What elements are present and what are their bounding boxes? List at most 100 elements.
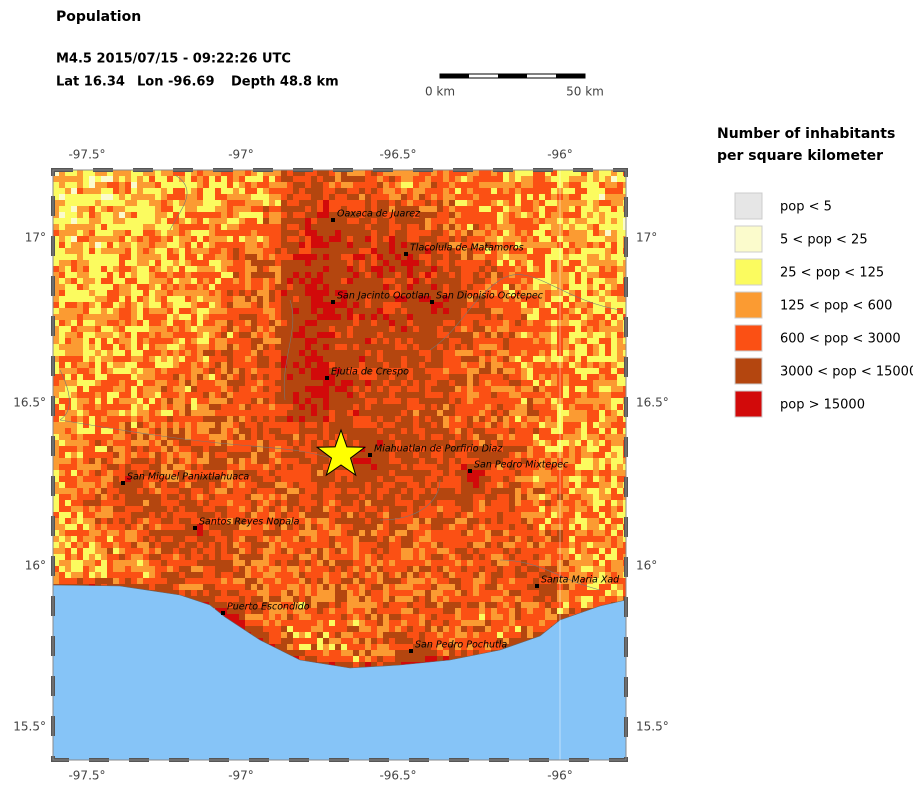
pop-cell: [281, 416, 287, 422]
pop-cell: [125, 416, 131, 422]
pop-cell: [143, 392, 149, 398]
pop-cell: [563, 320, 569, 326]
pop-cell: [389, 218, 395, 224]
pop-cell: [527, 206, 533, 212]
pop-cell: [155, 374, 161, 380]
pop-cell: [545, 236, 551, 242]
pop-cell: [437, 290, 443, 296]
pop-cell: [395, 386, 401, 392]
pop-cell: [137, 308, 143, 314]
pop-cell: [359, 362, 365, 368]
pop-cell: [365, 242, 371, 248]
pop-cell: [311, 362, 317, 368]
pop-cell: [527, 428, 533, 434]
pop-cell: [341, 176, 347, 182]
pop-cell: [395, 224, 401, 230]
pop-cell: [77, 386, 83, 392]
pop-cell: [215, 176, 221, 182]
pop-cell: [461, 380, 467, 386]
pop-cell: [527, 362, 533, 368]
pop-cell: [119, 302, 125, 308]
pop-cell: [161, 242, 167, 248]
pop-cell: [233, 428, 239, 434]
pop-cell: [425, 260, 431, 266]
pop-cell: [161, 392, 167, 398]
pop-cell: [209, 416, 215, 422]
pop-cell: [455, 356, 461, 362]
pop-cell: [527, 320, 533, 326]
pop-cell: [179, 284, 185, 290]
pop-cell: [119, 362, 125, 368]
pop-cell: [263, 266, 269, 272]
pop-cell: [197, 428, 203, 434]
pop-cell: [329, 356, 335, 362]
pop-cell: [455, 194, 461, 200]
pop-cell: [611, 326, 617, 332]
pop-cell: [167, 332, 173, 338]
pop-cell: [191, 458, 197, 464]
pop-cell: [293, 218, 299, 224]
pop-cell: [539, 230, 545, 236]
pop-cell: [119, 314, 125, 320]
pop-cell: [305, 440, 311, 446]
pop-cell: [509, 392, 515, 398]
pop-cell: [197, 254, 203, 260]
pop-cell: [197, 422, 203, 428]
pop-cell: [305, 320, 311, 326]
pop-cell: [407, 248, 413, 254]
pop-cell: [185, 182, 191, 188]
pop-cell: [119, 206, 125, 212]
pop-cell: [581, 380, 587, 386]
pop-cell: [203, 368, 209, 374]
pop-cell: [125, 470, 131, 476]
pop-cell: [509, 410, 515, 416]
pop-cell: [119, 356, 125, 362]
pop-cell: [515, 416, 521, 422]
pop-cell: [245, 356, 251, 362]
pop-cell: [359, 188, 365, 194]
pop-cell: [263, 464, 269, 470]
pop-cell: [377, 200, 383, 206]
pop-cell: [185, 344, 191, 350]
pop-cell: [233, 308, 239, 314]
pop-cell: [413, 284, 419, 290]
pop-cell: [89, 272, 95, 278]
pop-cell: [431, 410, 437, 416]
pop-cell: [299, 398, 305, 404]
pop-cell: [575, 206, 581, 212]
pop-cell: [119, 452, 125, 458]
pop-cell: [167, 296, 173, 302]
pop-cell: [437, 194, 443, 200]
pop-cell: [395, 350, 401, 356]
pop-cell: [281, 236, 287, 242]
pop-cell: [503, 338, 509, 344]
pop-cell: [143, 260, 149, 266]
pop-cell: [431, 356, 437, 362]
pop-cell: [233, 290, 239, 296]
pop-cell: [137, 428, 143, 434]
pop-cell: [455, 428, 461, 434]
pop-cell: [215, 374, 221, 380]
pop-cell: [425, 194, 431, 200]
pop-cell: [101, 470, 107, 476]
pop-cell: [455, 344, 461, 350]
pop-cell: [77, 428, 83, 434]
pop-cell: [83, 182, 89, 188]
pop-cell: [407, 350, 413, 356]
pop-cell: [329, 350, 335, 356]
pop-cell: [377, 242, 383, 248]
pop-cell: [353, 386, 359, 392]
pop-cell: [599, 302, 605, 308]
pop-cell: [455, 308, 461, 314]
pop-cell: [227, 242, 233, 248]
pop-cell: [341, 260, 347, 266]
pop-cell: [365, 194, 371, 200]
pop-cell: [293, 254, 299, 260]
pop-cell: [497, 398, 503, 404]
pop-cell: [83, 308, 89, 314]
pop-cell: [503, 434, 509, 440]
pop-cell: [485, 242, 491, 248]
pop-cell: [521, 338, 527, 344]
pop-cell: [185, 338, 191, 344]
pop-cell: [83, 464, 89, 470]
